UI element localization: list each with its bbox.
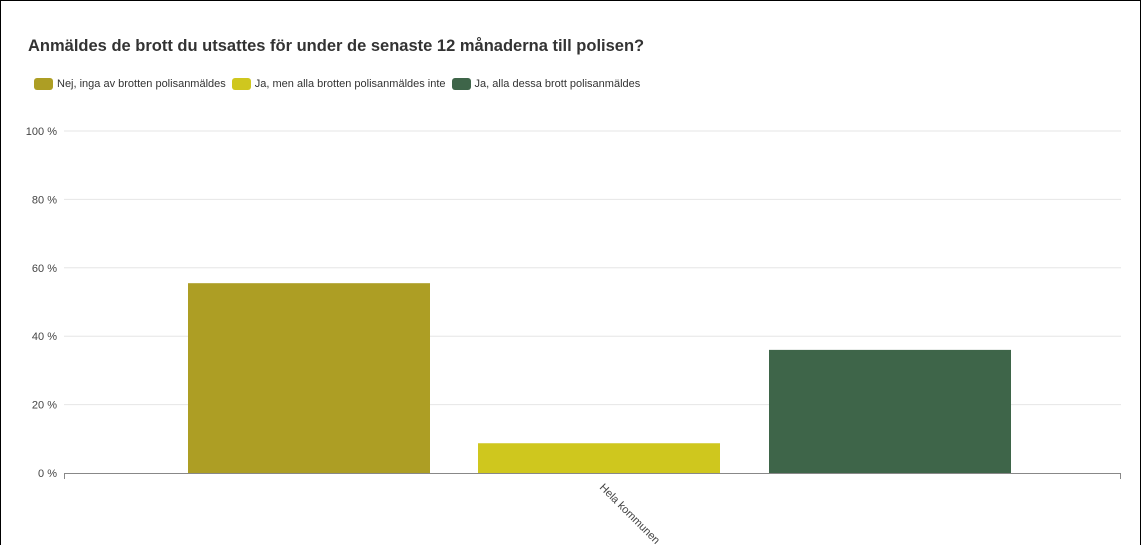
legend-label-nej: Nej, inga av brotten polisanmäldes (57, 78, 226, 90)
chart-legend: Nej, inga av brotten polisanmäldes Ja, m… (34, 78, 646, 90)
legend-item-ja-alla[interactable]: Ja, alla dessa brott polisanmäldes (451, 78, 641, 90)
legend-item-ja-delvis[interactable]: Ja, men alla brotten polisanmäldes inte (231, 78, 446, 90)
y-tick-label: 20 % (32, 400, 57, 412)
x-category-label: Hela kommunen (597, 482, 662, 546)
legend-item-nej[interactable]: Nej, inga av brotten polisanmäldes (34, 78, 226, 90)
y-tick-label: 60 % (32, 263, 57, 275)
bar-1 (188, 283, 430, 473)
y-tick-label: 0 % (38, 468, 57, 480)
legend-swatch-nej (34, 78, 53, 90)
bar-2 (478, 443, 720, 473)
chart-title: Anmäldes de brott du utsattes för under … (28, 37, 645, 55)
y-tick-label: 40 % (32, 331, 57, 343)
legend-swatch-ja-alla (451, 78, 471, 90)
legend-label-ja-delvis: Ja, men alla brotten polisanmäldes inte (254, 78, 446, 90)
legend-swatch-ja-delvis (231, 78, 251, 90)
legend-label-ja-alla: Ja, alla dessa brott polisanmäldes (474, 78, 641, 90)
y-tick-label: 100 % (26, 126, 57, 138)
y-tick-label: 80 % (32, 194, 57, 206)
bar-3 (769, 349, 1011, 473)
